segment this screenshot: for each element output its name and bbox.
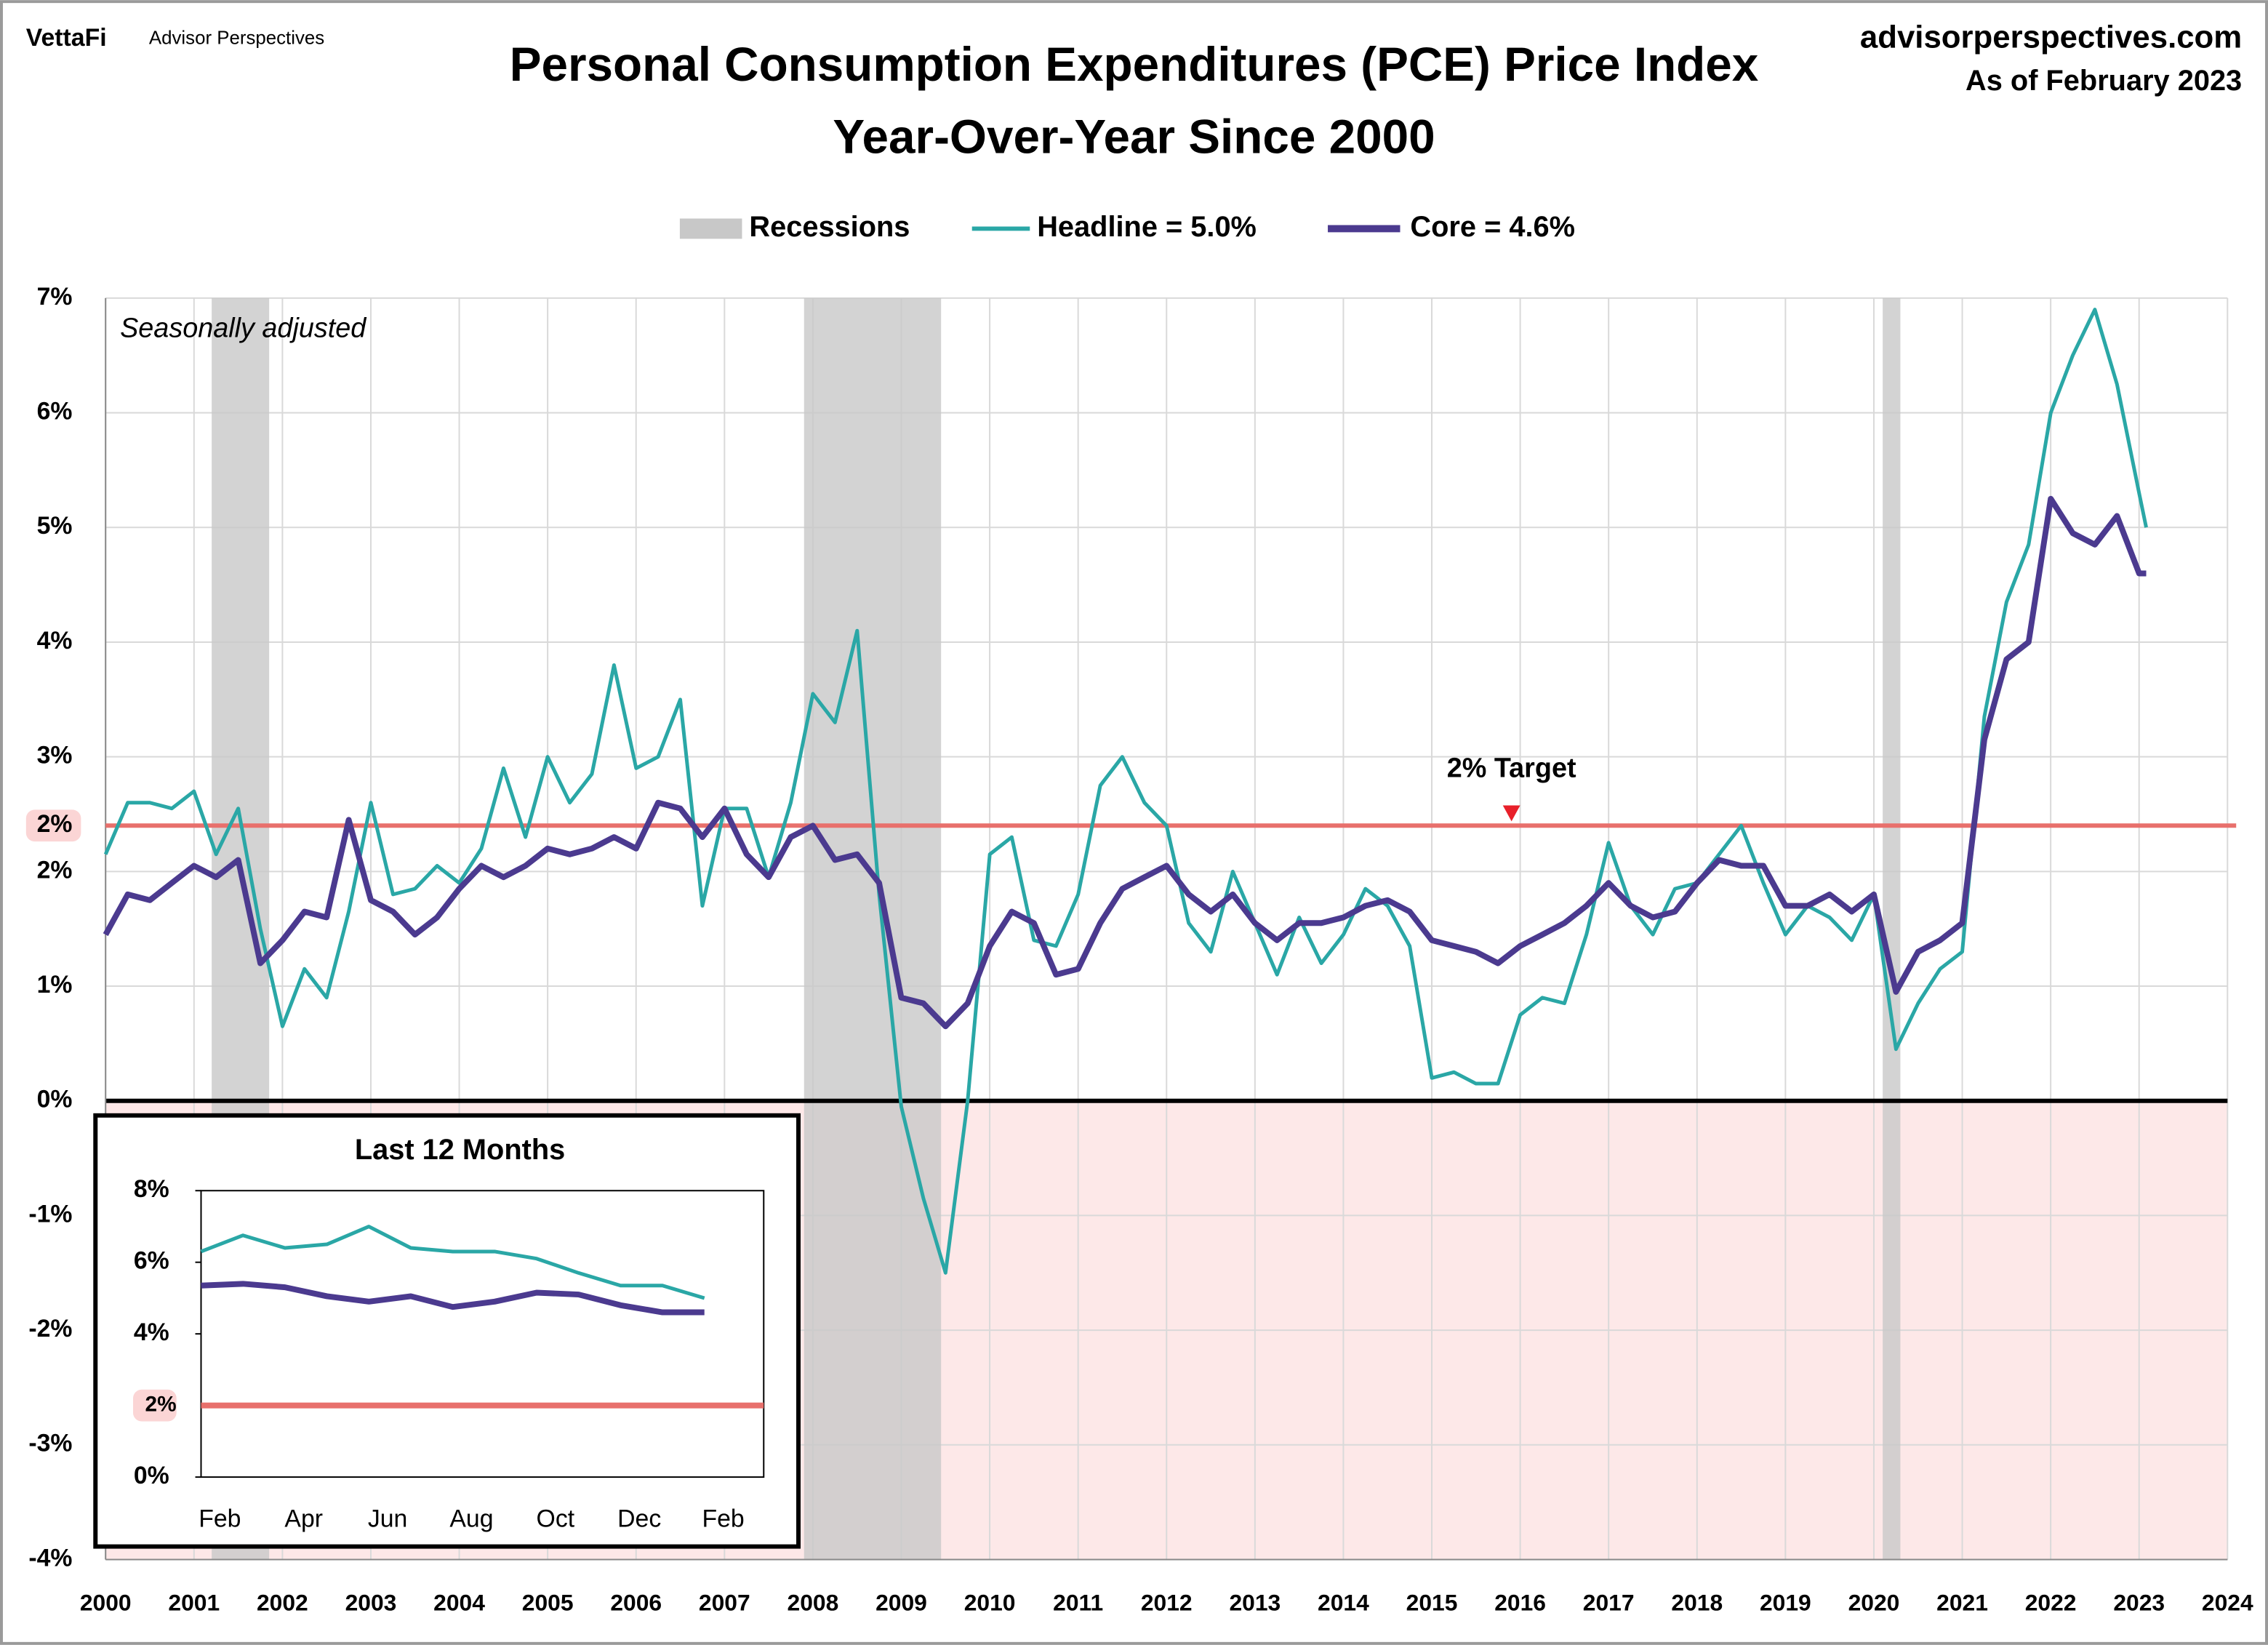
y-tick-label: -1%	[28, 1200, 72, 1228]
x-tick-label: Dec	[617, 1505, 661, 1533]
x-tick-label: 2010	[964, 1590, 1016, 1616]
target-arrow	[1502, 805, 1520, 822]
x-tick-label: 2013	[1229, 1590, 1281, 1616]
y-tick-label: -4%	[28, 1544, 72, 1572]
x-tick-label: 2020	[1848, 1590, 1900, 1616]
x-tick-label: 2016	[1494, 1590, 1546, 1616]
x-tick-label: 2009	[875, 1590, 927, 1616]
y-tick-label: 3%	[37, 742, 73, 769]
x-tick-label: 2015	[1406, 1590, 1458, 1616]
x-tick-label: 2021	[1936, 1590, 1988, 1616]
x-tick-label: 2006	[610, 1590, 662, 1616]
brand-sub: Advisor Perspectives	[149, 28, 324, 49]
y-tick-label: 7%	[37, 283, 73, 311]
y-tick-label: -3%	[28, 1430, 72, 1457]
x-tick-label: Jun	[368, 1505, 407, 1533]
x-tick-label: 2001	[168, 1590, 220, 1616]
x-tick-label: 2004	[433, 1590, 485, 1616]
x-tick-label: 2011	[1053, 1590, 1103, 1616]
y-tick-label: 1%	[37, 971, 73, 998]
recession-band	[1883, 297, 1901, 1560]
x-tick-label: Oct	[537, 1505, 575, 1533]
x-tick-label: 2012	[1141, 1590, 1193, 1616]
y-tick-label: 6%	[37, 398, 73, 425]
series-line	[103, 308, 2148, 1275]
x-tick-label: 2007	[699, 1590, 750, 1616]
y-tick-label: 0%	[134, 1462, 169, 1489]
y-tick-label: 4%	[37, 627, 73, 655]
y-tick-label: -2%	[28, 1315, 72, 1342]
x-tick-label: Feb	[702, 1505, 744, 1533]
y-tick-label: 6%	[134, 1247, 169, 1275]
x-tick-label: 2000	[80, 1590, 132, 1616]
series-line	[201, 1281, 705, 1316]
x-tick-label: 2003	[345, 1590, 397, 1616]
legend-label: Core = 4.6%	[1410, 211, 1575, 243]
series-line	[103, 495, 2147, 1030]
target-label-bg	[25, 809, 81, 842]
x-tick-label: Apr	[284, 1505, 323, 1533]
recession-band	[804, 297, 942, 1560]
x-tick-label: 2019	[1760, 1590, 1811, 1616]
target-annotation: 2% Target	[1447, 753, 1576, 783]
as-of: As of February 2023	[1966, 65, 2242, 97]
target-label: 2%	[145, 1393, 177, 1417]
target-label-bg	[133, 1389, 177, 1422]
x-tick-label: 2008	[788, 1590, 839, 1616]
target-label: 2%	[37, 810, 73, 838]
x-tick-label: 2002	[257, 1590, 308, 1616]
y-tick-label: 4%	[134, 1318, 169, 1346]
x-tick-label: 2005	[522, 1590, 574, 1616]
chart-title: Personal Consumption Expenditures (PCE) …	[510, 38, 1759, 91]
y-tick-label: 2%	[37, 856, 73, 884]
legend-label: Headline = 5.0%	[1037, 211, 1257, 243]
x-tick-label: 2014	[1318, 1590, 1369, 1616]
x-tick-label: 2018	[1671, 1590, 1723, 1616]
x-tick-label: 2017	[1583, 1590, 1635, 1616]
x-tick-label: Feb	[199, 1505, 241, 1533]
y-tick-label: 8%	[134, 1175, 169, 1203]
x-tick-label: Aug	[449, 1505, 493, 1533]
x-tick-label: 2024	[2202, 1590, 2253, 1616]
site: advisorperspectives.com	[1860, 19, 2242, 55]
inset-title: Last 12 Months	[355, 1134, 565, 1166]
x-tick-label: 2023	[2113, 1590, 2165, 1616]
x-tick-label: 2022	[2025, 1590, 2077, 1616]
note: Seasonally adjusted	[120, 313, 367, 344]
legend-swatch	[679, 218, 742, 239]
series-line	[200, 1225, 705, 1300]
inset-plot	[200, 1190, 765, 1478]
chart-subtitle: Year-Over-Year Since 2000	[833, 110, 1435, 163]
y-tick-label: 0%	[37, 1086, 73, 1113]
y-tick-label: 5%	[37, 512, 73, 540]
brand: VettaFi	[26, 24, 107, 52]
legend-label: Recessions	[749, 211, 910, 243]
